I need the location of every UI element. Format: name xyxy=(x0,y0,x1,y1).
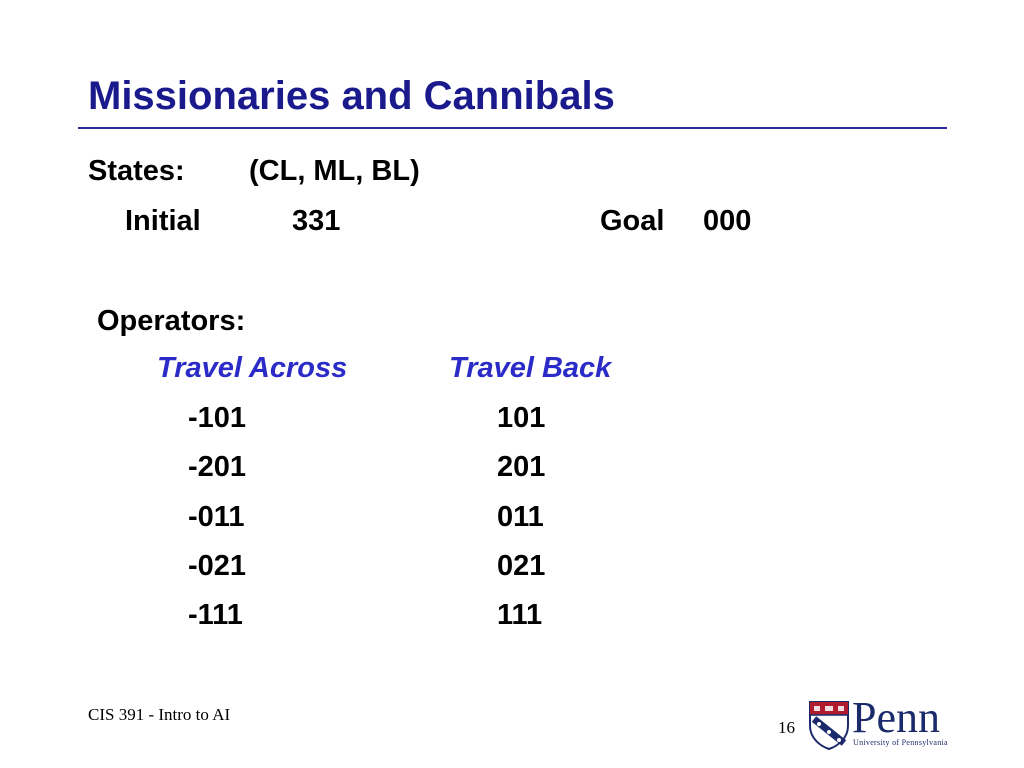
travel-across-op: -021 xyxy=(188,550,247,582)
travel-back-op: 021 xyxy=(497,550,546,582)
penn-subtitle: University of Pennsylvania xyxy=(853,738,948,747)
states-label: States: xyxy=(88,155,185,187)
goal-label: Goal xyxy=(600,205,665,237)
initial-value: 331 xyxy=(292,205,341,237)
travel-back-op: 111 xyxy=(497,599,543,631)
page-number: 16 xyxy=(778,718,795,737)
travel-across-op: -201 xyxy=(188,451,247,483)
travel-across-op: -101 xyxy=(188,402,247,434)
travel-back-op: 101 xyxy=(497,402,546,434)
penn-wordmark: Penn xyxy=(852,693,940,742)
title-divider xyxy=(78,127,947,129)
goal-value: 000 xyxy=(703,205,752,237)
travel-back-header: Travel Back xyxy=(449,352,612,384)
operators-label: Operators: xyxy=(97,305,246,337)
footer-course: CIS 391 - Intro to AI xyxy=(88,705,231,724)
travel-back-op: 011 xyxy=(497,501,544,533)
states-value: (CL, ML, BL) xyxy=(249,155,420,187)
travel-across-header: Travel Across xyxy=(157,352,348,384)
penn-shield-icon xyxy=(809,701,849,750)
travel-across-op: -111 xyxy=(188,599,243,631)
travel-back-op: 201 xyxy=(497,451,546,483)
initial-label: Initial xyxy=(125,205,201,237)
slide-title: Missionaries and Cannibals xyxy=(88,74,615,118)
travel-across-op: -011 xyxy=(188,501,245,533)
